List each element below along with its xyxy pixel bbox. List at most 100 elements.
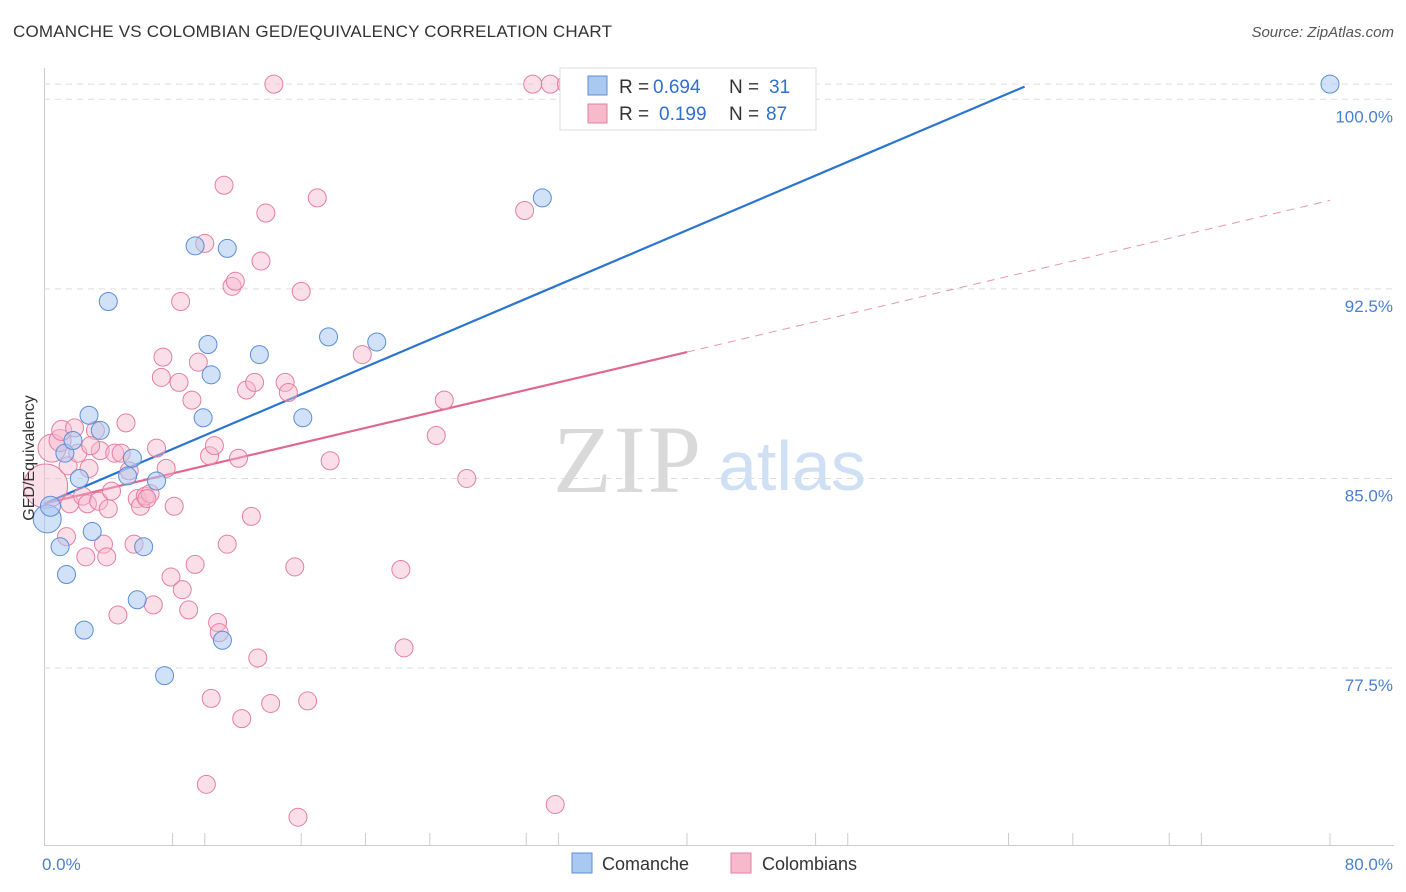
colombian-point bbox=[222, 276, 242, 296]
x-ticks bbox=[172, 833, 1331, 845]
colombian-point bbox=[545, 795, 565, 815]
comanche-point bbox=[127, 590, 147, 610]
comanche-point bbox=[367, 332, 387, 352]
comanche-point bbox=[147, 471, 167, 491]
colombian-point bbox=[200, 446, 220, 466]
comanche-point bbox=[82, 522, 102, 542]
colombian-point bbox=[164, 496, 184, 516]
colombian-point bbox=[245, 372, 265, 392]
colombian-point bbox=[264, 74, 284, 94]
colombian-point bbox=[89, 491, 109, 511]
legend-r-value-comanche: 0.694 bbox=[653, 77, 701, 98]
colombian-point bbox=[248, 648, 268, 668]
comanche-point bbox=[201, 365, 221, 385]
comanche-trend-line bbox=[43, 85, 1026, 505]
comanche-point bbox=[1320, 74, 1340, 94]
bottom-legend-label-colombian: Colombians bbox=[762, 854, 857, 874]
colombian-point bbox=[169, 372, 189, 392]
comanche-point bbox=[57, 565, 77, 585]
colombian-point bbox=[204, 436, 224, 456]
colombian-point bbox=[285, 557, 305, 577]
legend-n-value-comanche: 31 bbox=[769, 77, 790, 98]
comanche-point bbox=[63, 431, 83, 451]
bottom-legend-swatch-colombian bbox=[730, 852, 752, 874]
colombian-point bbox=[232, 709, 252, 729]
comanche-point bbox=[118, 466, 138, 486]
colombian-point bbox=[278, 383, 298, 403]
colombian-point bbox=[201, 688, 221, 708]
colombian-point bbox=[291, 281, 311, 301]
colombian-point bbox=[137, 489, 157, 509]
chart-title: COMANCHE VS COLOMBIAN GED/EQUIVALENCY CO… bbox=[13, 22, 613, 41]
comanche-point bbox=[293, 408, 313, 428]
x-tick-label-min: 0.0% bbox=[42, 855, 81, 874]
colombian-point bbox=[147, 438, 167, 458]
comanche-point bbox=[319, 327, 339, 347]
colombian-point bbox=[225, 271, 245, 291]
bottom-legend: Comanche Colombians bbox=[571, 852, 857, 874]
legend-r-label-colombian: R = bbox=[619, 104, 649, 125]
colombian-point bbox=[116, 413, 136, 433]
colombian-point bbox=[90, 441, 110, 461]
colombian-point bbox=[426, 425, 446, 445]
comanche-point bbox=[532, 188, 552, 208]
comanche-point bbox=[249, 345, 269, 365]
y-tick-label: 92.5% bbox=[1345, 297, 1393, 316]
colombian-point bbox=[153, 347, 173, 367]
legend-n-label-comanche: N = bbox=[729, 77, 759, 98]
colombian-point bbox=[127, 489, 147, 509]
gridlines bbox=[44, 83, 1394, 669]
colombian-point bbox=[196, 774, 216, 794]
legend-swatch-comanche bbox=[587, 75, 608, 96]
colombian-point bbox=[208, 613, 228, 633]
colombian-point bbox=[102, 481, 122, 501]
colombian-point bbox=[256, 203, 276, 223]
colombian-point bbox=[251, 251, 271, 271]
colombian-point bbox=[182, 390, 202, 410]
colombian-point bbox=[394, 638, 414, 658]
colombian-trend-extension bbox=[686, 199, 1331, 353]
y-axis-label: GED/Equivalency bbox=[21, 395, 38, 520]
colombian-point bbox=[172, 580, 192, 600]
source-label: Source: ZipAtlas.com bbox=[1251, 24, 1394, 41]
colombian-point bbox=[298, 691, 318, 711]
colombian-point bbox=[171, 292, 191, 312]
comanche-point bbox=[98, 292, 118, 312]
colombian-point bbox=[275, 372, 295, 392]
bottom-legend-swatch-comanche bbox=[571, 852, 593, 874]
colombian-point bbox=[261, 693, 281, 713]
colombian-point bbox=[105, 443, 125, 463]
colombian-point bbox=[97, 547, 117, 567]
colombian-point bbox=[523, 74, 543, 94]
legend-r-value-colombian: 0.199 bbox=[659, 104, 707, 125]
colombian-point bbox=[237, 380, 257, 400]
colombian-point bbox=[143, 595, 163, 615]
y-tick-label: 100.0% bbox=[1335, 107, 1393, 126]
colombian-point bbox=[320, 451, 340, 471]
colombian-point bbox=[151, 367, 171, 387]
comanche-point bbox=[79, 405, 99, 425]
comanche-points bbox=[32, 74, 1340, 686]
x-tick-label-max: 80.0% bbox=[1345, 855, 1393, 874]
colombian-point bbox=[188, 352, 208, 372]
comanche-point bbox=[134, 537, 154, 557]
legend-swatch-colombian bbox=[587, 103, 608, 124]
bottom-legend-label-comanche: Comanche bbox=[602, 854, 689, 874]
comanche-point bbox=[193, 408, 213, 428]
colombian-point bbox=[352, 345, 372, 365]
colombian-point bbox=[156, 458, 176, 478]
colombian-point bbox=[515, 201, 535, 221]
colombian-point bbox=[229, 448, 249, 468]
legend-n-label-colombian: N = bbox=[729, 104, 759, 125]
legend-n-value-colombian: 87 bbox=[766, 104, 787, 125]
comanche-point bbox=[90, 420, 110, 440]
colombian-point bbox=[434, 390, 454, 410]
colombian-point bbox=[130, 496, 150, 516]
colombian-point bbox=[161, 567, 181, 587]
y-tick-labels: 77.5% 85.0% 92.5% 100.0% bbox=[1335, 107, 1393, 695]
colombian-point bbox=[217, 534, 237, 554]
watermark-zip: ZIP bbox=[553, 406, 703, 513]
y-tick-label: 85.0% bbox=[1345, 486, 1393, 505]
colombian-point bbox=[288, 807, 308, 827]
